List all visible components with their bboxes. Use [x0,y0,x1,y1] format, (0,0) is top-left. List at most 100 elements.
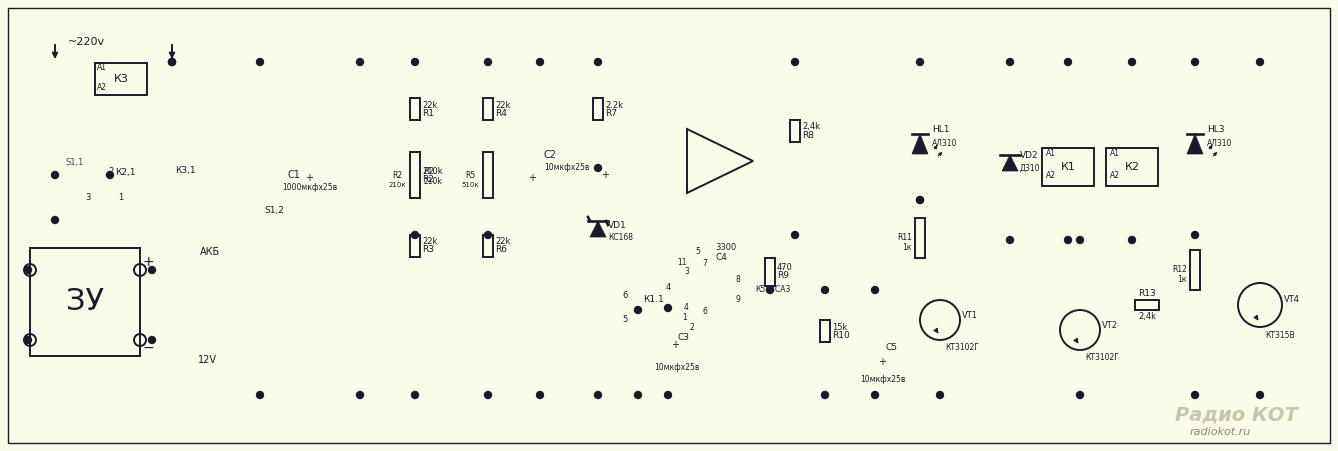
Text: 3300: 3300 [714,244,736,253]
Circle shape [1065,236,1072,244]
Text: 1к: 1к [903,244,913,253]
Text: R12: R12 [1172,266,1187,275]
Circle shape [792,231,799,239]
Circle shape [51,171,59,179]
Text: С3: С3 [678,333,690,342]
Text: 22k: 22k [421,101,438,110]
Circle shape [484,391,491,399]
Bar [1135,300,1159,310]
Text: ЗУ: ЗУ [66,287,104,317]
Text: А2: А2 [1111,171,1120,180]
Polygon shape [1002,155,1018,171]
Text: А1: А1 [96,63,107,72]
Text: 6: 6 [702,308,708,317]
Text: Радио КОТ: Радио КОТ [1175,405,1298,424]
Circle shape [412,59,419,65]
Bar [409,98,420,120]
Text: К1: К1 [1061,162,1076,172]
Circle shape [169,59,175,65]
Text: 5: 5 [622,316,628,325]
Circle shape [594,165,602,171]
Text: С4: С4 [714,253,727,262]
Text: КС168: КС168 [607,234,633,243]
Bar [483,235,492,257]
Circle shape [917,59,923,65]
Text: +: + [601,170,609,180]
Text: С1: С1 [288,170,301,180]
Bar [1107,148,1157,186]
Circle shape [822,391,828,399]
Text: АЛ310: АЛ310 [1207,138,1232,147]
Circle shape [24,267,32,273]
Circle shape [917,197,923,203]
Text: К3,1: К3,1 [175,166,195,175]
Text: −: − [143,341,155,355]
Circle shape [634,391,641,399]
Text: КТ315В: КТ315В [1264,331,1295,340]
Bar [765,258,775,286]
Text: К2,1: К2,1 [115,167,135,176]
Text: R2: R2 [392,170,401,179]
Circle shape [1128,59,1136,65]
Text: radiokot.ru: radiokot.ru [1189,427,1251,437]
Circle shape [594,59,602,65]
Text: 15k: 15k [832,322,847,331]
Text: VT2: VT2 [1103,321,1119,330]
Text: А1: А1 [1046,148,1056,157]
Bar [409,235,420,257]
Text: 3: 3 [684,267,689,276]
Circle shape [871,391,879,399]
Circle shape [356,59,364,65]
Text: А1: А1 [1111,148,1120,157]
Text: А2: А2 [96,83,107,92]
Text: R3: R3 [421,245,434,254]
Circle shape [767,286,773,294]
Text: R5: R5 [464,170,475,179]
Text: К554СА3: К554СА3 [755,285,791,295]
Text: 2,4k: 2,4k [801,123,820,132]
Text: R1: R1 [421,109,434,118]
Text: 2: 2 [690,323,694,332]
Bar [95,63,147,95]
Text: 8: 8 [735,276,740,285]
Circle shape [149,336,155,344]
Bar [820,320,830,342]
Circle shape [1256,59,1263,65]
Text: HL1: HL1 [933,125,950,134]
Text: 210k: 210k [423,176,442,185]
Text: S1,2: S1,2 [264,206,284,215]
Text: HL3: HL3 [1207,125,1224,134]
Circle shape [594,391,602,399]
Circle shape [51,216,59,224]
Text: 470: 470 [777,263,793,272]
Text: VT1: VT1 [962,310,978,319]
Text: 7: 7 [702,259,708,268]
Text: К3: К3 [114,74,128,84]
Polygon shape [1187,134,1203,154]
Text: 210к: 210к [388,182,405,188]
Text: К2: К2 [1124,162,1140,172]
Bar [915,218,925,258]
Circle shape [665,304,672,312]
Bar [789,120,800,142]
Text: VT4: VT4 [1284,295,1301,304]
Bar [483,98,492,120]
Text: +: + [878,357,886,367]
Polygon shape [913,134,929,154]
Text: +: + [670,340,678,350]
Text: R7: R7 [605,109,617,118]
Text: Д310: Д310 [1020,164,1041,172]
Text: R4: R4 [495,109,507,118]
Circle shape [1128,236,1136,244]
Text: +: + [305,173,313,183]
Circle shape [537,391,543,399]
Text: R2: R2 [423,166,434,175]
Text: С5: С5 [884,344,896,353]
Text: 210k: 210k [421,166,443,175]
Text: R13: R13 [1139,290,1156,299]
Text: R11: R11 [896,234,913,243]
Text: КТ3102Г: КТ3102Г [1085,354,1119,363]
Text: 1: 1 [682,313,686,322]
Circle shape [1192,391,1199,399]
Circle shape [937,391,943,399]
